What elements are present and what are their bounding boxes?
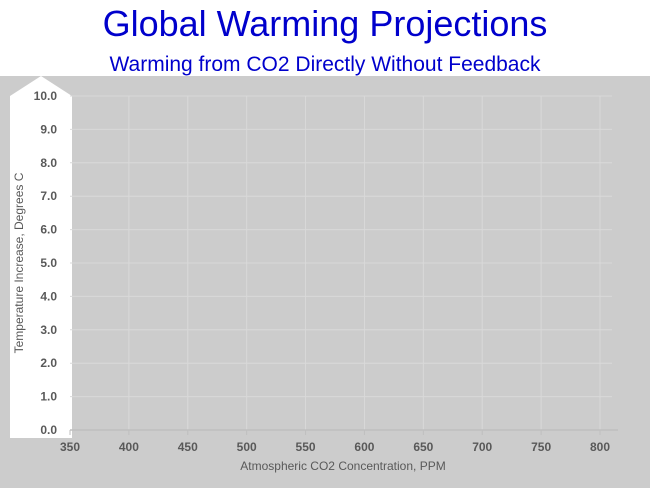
y-tick-label: 4.0 [40, 289, 57, 303]
gridlines [70, 95, 612, 430]
x-tick-label: 800 [590, 440, 610, 454]
x-axis-title: Atmospheric CO2 Concentration, PPM [240, 459, 445, 473]
x-tick-label: 650 [413, 440, 433, 454]
y-tick-labels: 0.0 1.0 2.0 3.0 4.0 5.0 6.0 7.0 8.0 9.0 10.0 [34, 89, 58, 437]
x-tick-label: 350 [60, 440, 80, 454]
y-tick-label: 10.0 [34, 89, 58, 103]
chart-background [0, 76, 650, 488]
x-tick-labels: 350 400 450 500 550 600 650 700 750 800 [60, 440, 610, 454]
x-tick-label: 500 [237, 440, 257, 454]
y-axis-title: Temperature Increase, Degrees C [12, 172, 26, 353]
y-tick-label: 0.0 [40, 423, 57, 437]
x-tick-label: 750 [531, 440, 551, 454]
y-tick-label: 6.0 [40, 223, 57, 237]
y-tick-label: 5.0 [40, 256, 57, 270]
x-tick-label: 400 [119, 440, 139, 454]
y-tick-label: 1.0 [40, 390, 57, 404]
slide-title: Global Warming Projections [102, 3, 548, 44]
y-tick-label: 2.0 [40, 356, 57, 370]
axes [69, 429, 618, 435]
y-tick-label: 8.0 [40, 156, 57, 170]
y-axis-arrow-panel [10, 76, 72, 438]
x-tick-label: 450 [178, 440, 198, 454]
x-tick-label: 550 [296, 440, 316, 454]
slide-subtitle: Warming from CO2 Directly Without Feedba… [109, 53, 541, 76]
x-tick-label: 600 [354, 440, 374, 454]
x-tick-label: 700 [472, 440, 492, 454]
y-tick-label: 9.0 [40, 122, 57, 136]
y-tick-label: 3.0 [40, 323, 57, 337]
y-tick-label: 7.0 [40, 189, 57, 203]
